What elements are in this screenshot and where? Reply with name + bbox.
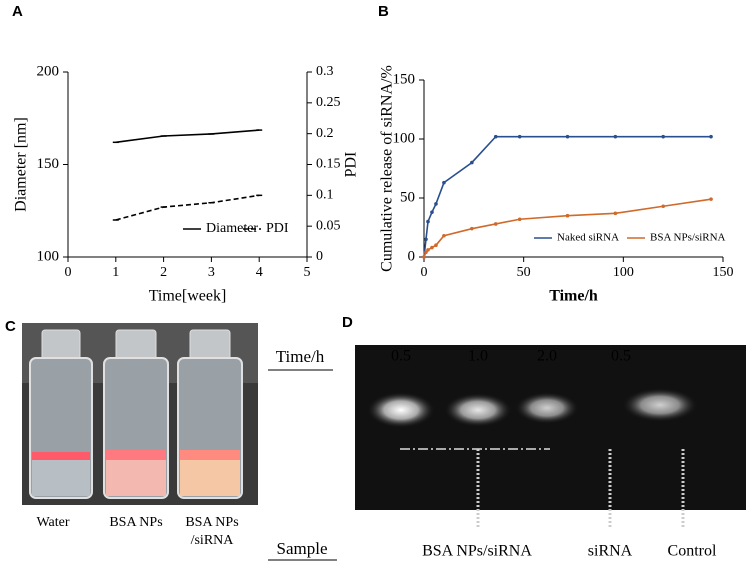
legend-label: PDI bbox=[266, 221, 289, 236]
gel-sample-title: Sample bbox=[277, 539, 328, 558]
data-point bbox=[424, 237, 428, 242]
x-tick-label: 100 bbox=[613, 265, 634, 280]
data-point bbox=[430, 245, 434, 250]
vial-label: BSA NPs bbox=[185, 515, 238, 530]
y-tick-label: 200 bbox=[37, 63, 60, 79]
series-line bbox=[423, 198, 712, 258]
data-point bbox=[424, 250, 428, 255]
series-line bbox=[115, 129, 260, 144]
y2-axis-label: PDI bbox=[343, 152, 360, 178]
data-point bbox=[709, 134, 713, 139]
y-tick-label: 150 bbox=[393, 71, 416, 87]
x-tick-label: 150 bbox=[713, 265, 734, 280]
vial-label: BSA NPs bbox=[109, 515, 162, 530]
panel-label: B bbox=[378, 3, 389, 20]
data-point bbox=[661, 204, 665, 209]
data-point bbox=[442, 233, 446, 238]
gel-time-label: 2.0 bbox=[537, 348, 557, 365]
y2-tick-label: 0.2 bbox=[316, 126, 334, 141]
x-tick-label: 50 bbox=[517, 265, 531, 280]
gel-time-label: 1.0 bbox=[468, 348, 488, 365]
y2-tick-label: 0.3 bbox=[316, 64, 334, 79]
y-tick-label: 150 bbox=[37, 156, 60, 172]
series-line bbox=[115, 194, 260, 221]
gel-sample-label: Control bbox=[668, 543, 717, 560]
vial-label: Water bbox=[36, 515, 69, 530]
gel-sample-label: BSA NPs/siRNA bbox=[422, 543, 532, 560]
y-tick-label: 100 bbox=[37, 248, 60, 264]
data-point bbox=[426, 219, 430, 224]
y-axis-label: Diameter [nm] bbox=[13, 117, 30, 212]
x-tick-label: 5 bbox=[304, 265, 311, 280]
x-tick-label: 0 bbox=[421, 265, 428, 280]
gel-time-label: 0.5 bbox=[611, 348, 631, 365]
y2-tick-label: 0.15 bbox=[316, 157, 341, 172]
vial-photo bbox=[22, 323, 258, 505]
panel-label: C bbox=[5, 318, 16, 335]
data-point bbox=[434, 243, 438, 247]
data-point bbox=[565, 213, 570, 218]
data-point bbox=[493, 134, 498, 139]
legend-label: Diameter bbox=[206, 221, 258, 236]
data-point bbox=[442, 180, 446, 185]
vial-label: /siRNA bbox=[191, 533, 235, 548]
data-point bbox=[565, 134, 570, 139]
data-point bbox=[470, 160, 474, 165]
data-point bbox=[517, 134, 522, 139]
x-tick-label: 3 bbox=[208, 265, 215, 280]
data-point bbox=[430, 210, 434, 214]
y2-tick-label: 0 bbox=[316, 249, 323, 264]
gel-sample-label: siRNA bbox=[588, 543, 633, 560]
data-point bbox=[422, 255, 426, 259]
y2-tick-label: 0.05 bbox=[316, 218, 341, 233]
x-axis-label: Time/h bbox=[549, 288, 598, 305]
data-point bbox=[709, 197, 713, 201]
legend-label: Naked siRNA bbox=[557, 232, 619, 244]
y-tick-label: 0 bbox=[408, 248, 416, 264]
x-tick-label: 4 bbox=[256, 265, 263, 280]
legend-label: BSA NPs/siRNA bbox=[650, 232, 726, 244]
gel-time-label: 0.5 bbox=[391, 348, 411, 365]
panel-label: A bbox=[12, 3, 23, 20]
y2-tick-label: 0.1 bbox=[316, 188, 334, 203]
data-point bbox=[517, 217, 522, 222]
data-point bbox=[434, 202, 438, 206]
y-tick-label: 100 bbox=[393, 130, 416, 146]
data-point bbox=[470, 226, 474, 231]
y2-tick-label: 0.25 bbox=[316, 95, 341, 110]
panel-label: D bbox=[342, 314, 353, 331]
x-axis-label: Time[week] bbox=[149, 288, 227, 305]
data-point bbox=[661, 134, 665, 139]
x-tick-label: 1 bbox=[112, 265, 119, 280]
gel-row-title: Time/h bbox=[276, 347, 325, 366]
data-point bbox=[613, 134, 618, 139]
data-point bbox=[613, 211, 618, 216]
gel-image bbox=[355, 345, 746, 533]
x-tick-label: 2 bbox=[160, 265, 167, 280]
y-tick-label: 50 bbox=[400, 189, 415, 205]
y-axis-label: Cumulative release of siRNA/% bbox=[379, 65, 396, 272]
data-point bbox=[426, 248, 430, 252]
x-tick-label: 0 bbox=[65, 265, 72, 280]
data-point bbox=[493, 222, 498, 226]
